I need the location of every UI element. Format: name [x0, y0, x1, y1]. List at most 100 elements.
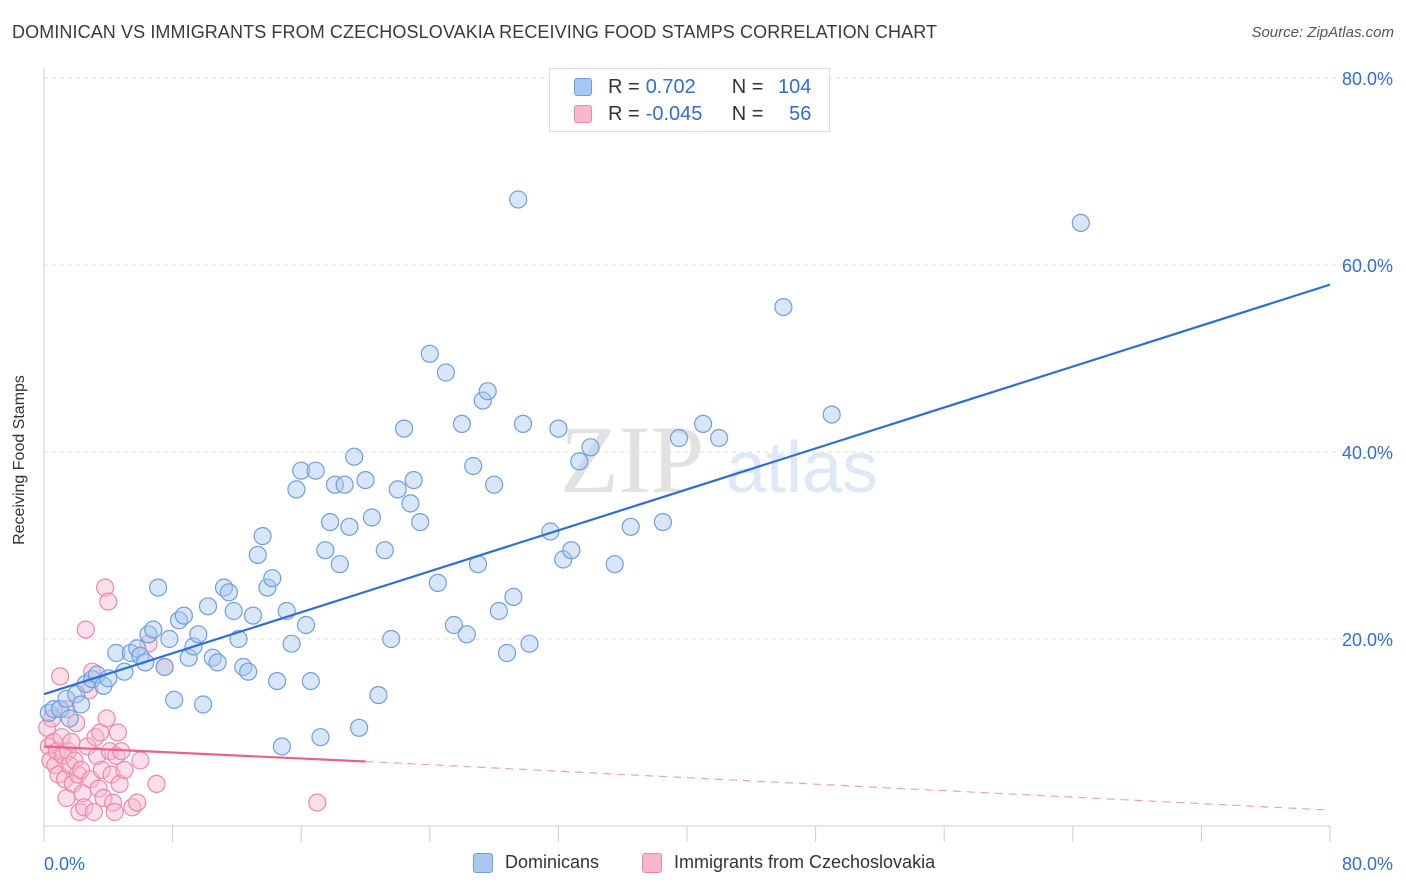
y-tick-label: 60.0% [1342, 256, 1393, 276]
series-dominicans-points [39, 190, 1090, 756]
dominican-point [581, 438, 600, 457]
dominican-point [350, 718, 369, 737]
dominican-point [513, 414, 533, 433]
legend-r-value: 0.702 [645, 75, 696, 98]
czechoslovakia-point [108, 723, 128, 742]
czechoslovakia-point [99, 592, 118, 611]
dominican-point [189, 625, 208, 644]
dominican-point [411, 512, 430, 532]
dominican-point [301, 671, 320, 691]
czechoslovakia-point [71, 760, 91, 780]
legend-row-dominicans: R = 0.702 N = 104 [574, 74, 811, 100]
series-legend: Dominicans Immigrants from Czechoslovaki… [0, 852, 1406, 876]
watermark-zip: ZIP [560, 406, 704, 513]
legend-r-value: -0.045 [645, 102, 703, 125]
dominicans-trend-line [43, 283, 1331, 696]
czechoslovakia-point [75, 798, 94, 817]
dominican-point [258, 578, 277, 597]
dominican-point [311, 728, 330, 747]
watermark-atlas: atlas [726, 428, 878, 508]
dominican-point [497, 643, 517, 663]
legend-item-dominicans: Dominicans [473, 852, 599, 873]
czechoslovakia-point [110, 774, 129, 794]
dominican-point [362, 508, 381, 527]
dominican-point [822, 405, 841, 424]
y-axis-label: Receiving Food Stamps [11, 375, 28, 545]
dominican-point [473, 391, 492, 410]
czechoslovakia-point [103, 793, 123, 812]
dominican-point [605, 555, 624, 574]
czechoslovakia-point [92, 760, 112, 780]
legend-swatch-czechoslovakia [642, 852, 662, 873]
dominican-point [693, 414, 713, 433]
dominican-point [345, 447, 364, 466]
czechoslovakia-point [94, 788, 113, 808]
czechoslovakia-point [95, 578, 115, 597]
dominican-point [653, 512, 673, 532]
dominican-point [549, 419, 568, 438]
axis-layer [43, 68, 1331, 842]
czechoslovakia-point [105, 802, 124, 822]
dominican-point [50, 699, 70, 719]
dominican-point [306, 461, 325, 480]
dominican-point [160, 629, 179, 649]
dominican-point [478, 382, 497, 401]
dominican-point [107, 643, 126, 663]
dominican-point [219, 583, 238, 602]
dominican-point [149, 578, 168, 597]
dominican-point [224, 601, 243, 621]
czechoslovakia-point [50, 667, 70, 686]
legend-item-czechoslovakia: Immigrants from Czechoslovakia [642, 852, 935, 873]
dominican-point [395, 419, 414, 438]
dominican-point [44, 699, 63, 719]
series-czechoslovakia-points [38, 578, 327, 822]
dominican-point [562, 541, 581, 560]
legend-n-label: N = [731, 102, 764, 125]
dominican-point [316, 541, 335, 560]
tick-labels: 20.0% 40.0% 60.0% 80.0% 0.0% 80.0% [44, 69, 1393, 874]
czechoslovakia-point [128, 793, 147, 812]
legend-n-value: 56 [789, 102, 812, 125]
y-tick-label: 80.0% [1342, 69, 1393, 89]
dominican-point [570, 452, 589, 471]
dominican-point [243, 606, 263, 625]
legend-r-label: R = [608, 102, 640, 125]
dominican-point [155, 657, 174, 677]
chart-title: DOMINICAN VS IMMIGRANTS FROM CZECHOSLOVA… [12, 22, 938, 42]
dominican-point [330, 555, 349, 574]
czechoslovakia-point [89, 779, 108, 798]
dominican-point [436, 363, 455, 382]
dominican-point [229, 629, 248, 649]
czechoslovakia-point [57, 788, 76, 808]
x-tick-label: 80.0% [1342, 854, 1393, 874]
dominican-point [340, 517, 359, 536]
dominican-point [208, 653, 227, 672]
legend-r-label: R = [608, 75, 640, 98]
dominican-point [335, 475, 354, 494]
trend-lines [43, 283, 1331, 811]
dominican-point [272, 737, 291, 756]
legend-row-czechoslovakia: R = -0.045 N = 56 [574, 101, 811, 127]
correlation-legend: R = 0.702 N = 104 R = -0.045 N = 56 [549, 68, 830, 132]
legend-n-value: 104 [778, 75, 812, 98]
dominican-point [248, 545, 267, 565]
dominican-point [194, 695, 213, 714]
source-label: Source: ZipAtlas.com [1251, 24, 1394, 41]
dominican-point [464, 456, 483, 476]
dominican-point [452, 414, 471, 433]
dominican-point [325, 475, 345, 494]
dominican-point [669, 428, 689, 448]
dominican-point [292, 461, 311, 480]
dominican-point [404, 471, 423, 490]
czechoslovakia-point [76, 620, 95, 639]
dominican-point [356, 471, 375, 490]
dominican-point [382, 629, 401, 649]
dominican-point [321, 512, 340, 532]
dominican-point [541, 522, 560, 541]
dominican-point [369, 685, 388, 705]
dominican-point [444, 615, 463, 635]
dominican-point [144, 620, 163, 639]
legend-n-label: N = [731, 75, 764, 98]
legend-label-dominicans: Dominicans [505, 852, 600, 872]
